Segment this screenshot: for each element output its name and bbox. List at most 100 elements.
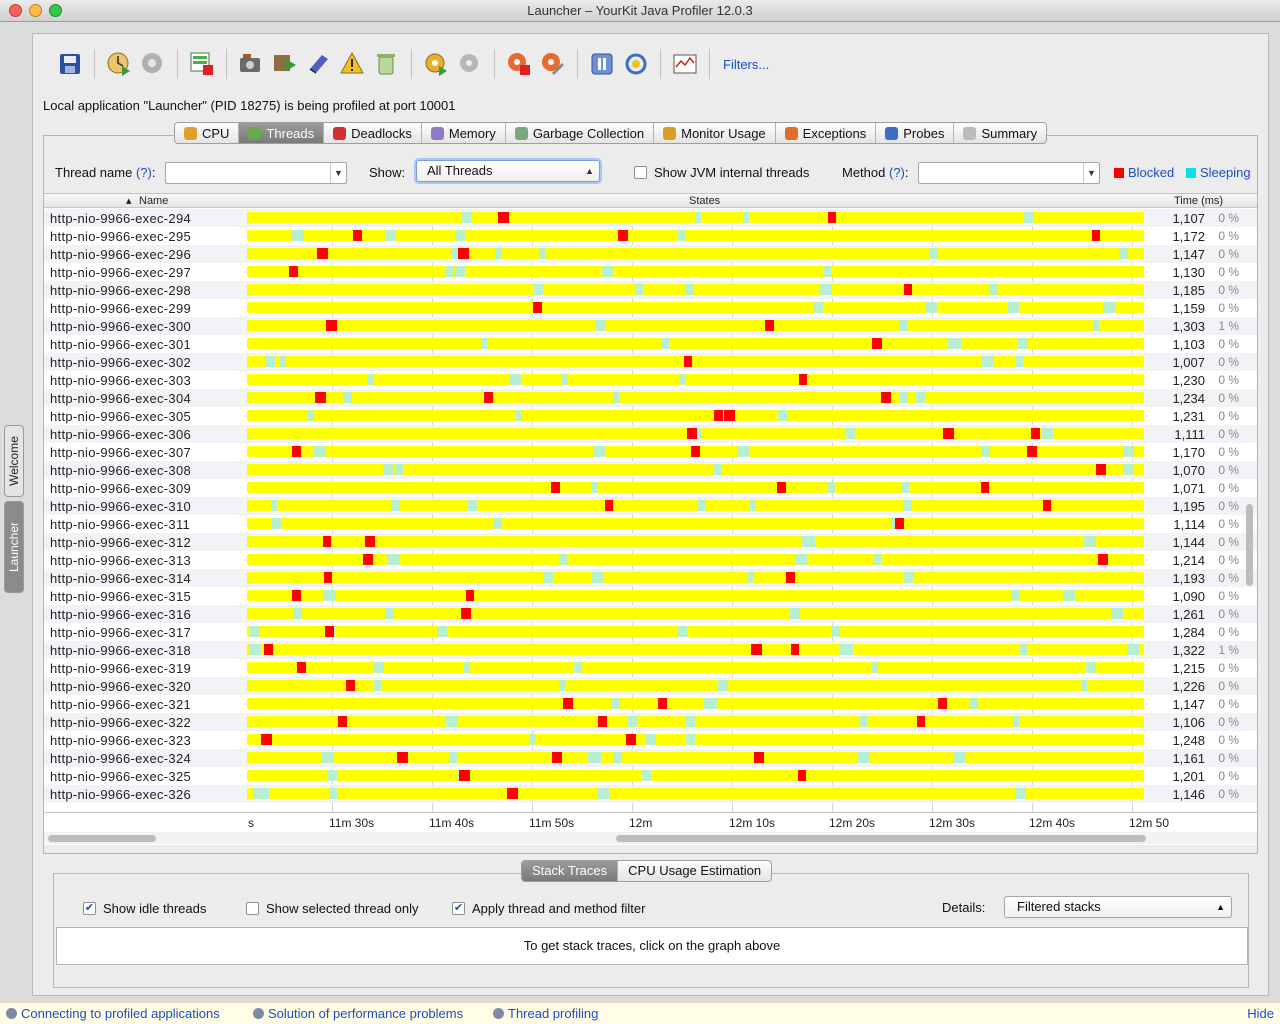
tab-probes[interactable]: Probes bbox=[876, 123, 955, 143]
col-time-header[interactable]: Time (ms) bbox=[1174, 195, 1224, 207]
launcher-side-tab[interactable]: Launcher bbox=[4, 501, 24, 593]
thread-state-bar[interactable] bbox=[247, 338, 1144, 349]
table-row[interactable]: http-nio-9966-exec-303 1,230 0 % bbox=[44, 371, 1257, 389]
table-row[interactable]: http-nio-9966-exec-302 1,007 0 % bbox=[44, 353, 1257, 371]
table-row[interactable]: http-nio-9966-exec-300 1,303 1 % bbox=[44, 317, 1257, 335]
hide-footer-link[interactable]: Hide bbox=[1247, 1006, 1274, 1021]
thread-state-bar[interactable] bbox=[247, 410, 1144, 421]
states-scroll-thumb[interactable] bbox=[616, 835, 1146, 842]
table-row[interactable]: http-nio-9966-exec-299 1,159 0 % bbox=[44, 299, 1257, 317]
start-monitor-profiling-button[interactable] bbox=[419, 47, 453, 81]
connecting-help-link[interactable]: Connecting to profiled applications bbox=[6, 1006, 220, 1021]
tab-stack-traces[interactable]: Stack Traces bbox=[522, 861, 619, 881]
tab-memory[interactable]: Memory bbox=[422, 123, 506, 143]
table-row[interactable]: http-nio-9966-exec-322 1,106 0 % bbox=[44, 713, 1257, 731]
profiling-settings-button[interactable] bbox=[136, 47, 170, 81]
table-row[interactable]: http-nio-9966-exec-298 1,185 0 % bbox=[44, 281, 1257, 299]
table-row[interactable]: http-nio-9966-exec-306 1,111 0 % bbox=[44, 425, 1257, 443]
thread-state-bar[interactable] bbox=[247, 554, 1144, 565]
table-row[interactable]: http-nio-9966-exec-309 1,071 0 % bbox=[44, 479, 1257, 497]
thread-state-bar[interactable] bbox=[247, 662, 1144, 673]
tab-summary[interactable]: Summary bbox=[954, 123, 1046, 143]
thread-state-bar[interactable] bbox=[247, 302, 1144, 313]
table-row[interactable]: http-nio-9966-exec-313 1,214 0 % bbox=[44, 551, 1257, 569]
save-snapshot-button[interactable] bbox=[53, 47, 87, 81]
table-row[interactable]: http-nio-9966-exec-312 1,144 0 % bbox=[44, 533, 1257, 551]
thread-state-bar[interactable] bbox=[247, 284, 1144, 295]
tab-cpu-usage-estimation[interactable]: CPU Usage Estimation bbox=[628, 863, 762, 878]
checkmark-icon[interactable]: ✔ bbox=[83, 902, 96, 915]
table-row[interactable]: http-nio-9966-exec-319 1,215 0 % bbox=[44, 659, 1257, 677]
thread-state-bar[interactable] bbox=[247, 464, 1144, 475]
start-allocation-button[interactable] bbox=[268, 47, 302, 81]
table-row[interactable]: http-nio-9966-exec-316 1,261 0 % bbox=[44, 605, 1257, 623]
tab-deadlocks[interactable]: Deadlocks bbox=[324, 123, 422, 143]
table-row[interactable]: http-nio-9966-exec-318 1,322 1 % bbox=[44, 641, 1257, 659]
thread-state-bar[interactable] bbox=[247, 446, 1144, 457]
thread-profiling-help-link[interactable]: Thread profiling bbox=[493, 1006, 598, 1021]
thread-state-bar[interactable] bbox=[247, 572, 1144, 583]
filters-link[interactable]: Filters... bbox=[723, 56, 770, 72]
thread-state-bar[interactable] bbox=[247, 230, 1144, 241]
start-cpu-profiling-button[interactable] bbox=[102, 47, 136, 81]
checkbox-box[interactable] bbox=[634, 166, 647, 179]
thread-state-bar[interactable] bbox=[247, 500, 1144, 511]
table-row[interactable]: http-nio-9966-exec-326 1,146 0 % bbox=[44, 785, 1257, 803]
table-row[interactable]: http-nio-9966-exec-320 1,226 0 % bbox=[44, 677, 1257, 695]
checkbox-box[interactable] bbox=[246, 902, 259, 915]
method-input[interactable]: ▼ bbox=[918, 162, 1100, 184]
thread-name-input[interactable]: ▼ bbox=[165, 162, 347, 184]
thread-state-bar[interactable] bbox=[247, 698, 1144, 709]
col-states-header[interactable]: States bbox=[689, 195, 721, 207]
tab-monitor-usage[interactable]: Monitor Usage bbox=[654, 123, 776, 143]
thread-state-bar[interactable] bbox=[247, 716, 1144, 727]
table-row[interactable]: http-nio-9966-exec-310 1,195 0 % bbox=[44, 497, 1257, 515]
names-scroll-thumb[interactable] bbox=[48, 835, 156, 842]
memory-book-button[interactable] bbox=[302, 47, 336, 81]
thread-state-bar[interactable] bbox=[247, 374, 1144, 385]
sort-ascending-icon[interactable]: ▴ bbox=[126, 195, 132, 207]
table-row[interactable]: http-nio-9966-exec-305 1,231 0 % bbox=[44, 407, 1257, 425]
details-select[interactable]: Filtered stacks ▲ bbox=[1004, 896, 1232, 918]
thread-state-bar[interactable] bbox=[247, 248, 1144, 259]
table-row[interactable]: http-nio-9966-exec-297 1,130 0 % bbox=[44, 263, 1257, 281]
thread-state-bar[interactable] bbox=[247, 392, 1144, 403]
show-threads-select[interactable]: All Threads ▲ bbox=[416, 160, 600, 182]
checkmark-icon[interactable]: ✔ bbox=[452, 902, 465, 915]
telemetry-graph-button[interactable] bbox=[668, 47, 702, 81]
table-row[interactable]: http-nio-9966-exec-308 1,070 0 % bbox=[44, 461, 1257, 479]
warning-button[interactable] bbox=[336, 47, 370, 81]
vertical-scroll-thumb[interactable] bbox=[1246, 504, 1253, 586]
show-selected-thread-checkbox[interactable]: Show selected thread only bbox=[246, 901, 418, 916]
pause-telemetry-button[interactable] bbox=[585, 47, 619, 81]
table-row[interactable]: http-nio-9966-exec-294 1,107 0 % bbox=[44, 209, 1257, 227]
table-row[interactable]: http-nio-9966-exec-321 1,147 0 % bbox=[44, 695, 1257, 713]
jvm-internal-threads-checkbox[interactable]: Show JVM internal threads bbox=[634, 165, 809, 180]
tab-garbage-collection[interactable]: Garbage Collection bbox=[506, 123, 655, 143]
monitor-settings-button[interactable] bbox=[453, 47, 487, 81]
thread-state-bar[interactable] bbox=[247, 608, 1144, 619]
thread-state-bar[interactable] bbox=[247, 734, 1144, 745]
method-help-link[interactable]: (?) bbox=[889, 165, 905, 180]
force-gc-button[interactable] bbox=[370, 47, 404, 81]
thread-state-bar[interactable] bbox=[247, 680, 1144, 691]
tab-threads[interactable]: Threads bbox=[239, 123, 325, 143]
thread-state-bar[interactable] bbox=[247, 770, 1144, 781]
close-window-button[interactable] bbox=[9, 4, 22, 17]
tab-exceptions[interactable]: Exceptions bbox=[776, 123, 877, 143]
thread-state-bar[interactable] bbox=[247, 212, 1144, 223]
thread-name-help-link[interactable]: (?) bbox=[135, 165, 152, 180]
performance-help-link[interactable]: Solution of performance problems bbox=[253, 1006, 463, 1021]
table-row[interactable]: http-nio-9966-exec-323 1,248 0 % bbox=[44, 731, 1257, 749]
thread-state-bar[interactable] bbox=[247, 590, 1144, 601]
show-idle-threads-checkbox[interactable]: ✔ Show idle threads bbox=[83, 901, 207, 916]
table-row[interactable]: http-nio-9966-exec-314 1,193 0 % bbox=[44, 569, 1257, 587]
col-name-header[interactable]: Name bbox=[139, 195, 169, 207]
refresh-button[interactable] bbox=[619, 47, 653, 81]
apply-filter-checkbox[interactable]: ✔ Apply thread and method filter bbox=[452, 901, 646, 916]
chevron-down-icon[interactable]: ▼ bbox=[1083, 163, 1099, 183]
thread-state-bar[interactable] bbox=[247, 536, 1144, 547]
table-row[interactable]: http-nio-9966-exec-317 1,284 0 % bbox=[44, 623, 1257, 641]
table-row[interactable]: http-nio-9966-exec-296 1,147 0 % bbox=[44, 245, 1257, 263]
table-row[interactable]: http-nio-9966-exec-301 1,103 0 % bbox=[44, 335, 1257, 353]
